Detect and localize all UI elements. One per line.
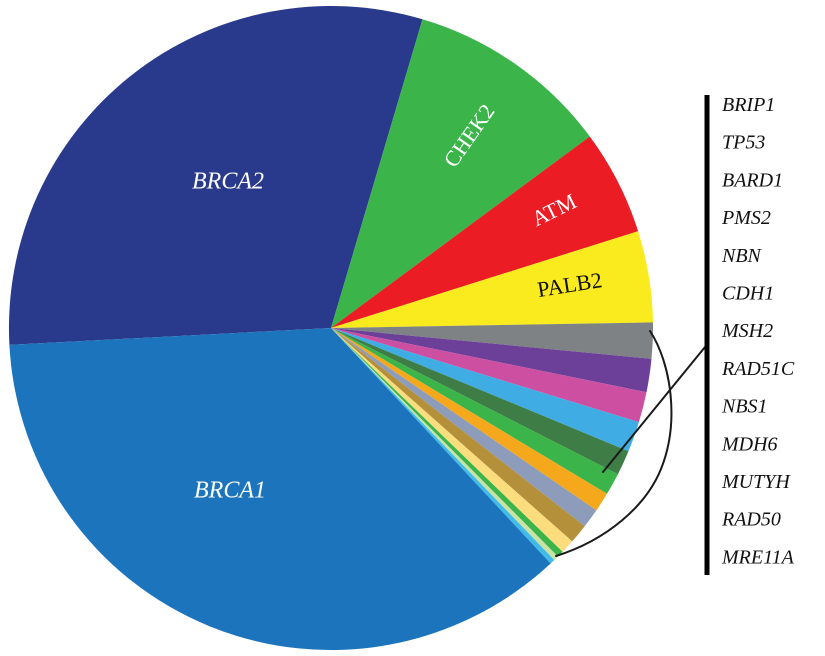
legend-item-msh2: MSH2 — [721, 320, 773, 342]
brace-curve — [555, 330, 673, 557]
pie-slice-nbs1 — [331, 328, 585, 542]
legend-item-pms2: PMS2 — [721, 207, 771, 229]
pie-slice-chek2 — [331, 19, 590, 329]
pie-slice-mutyh — [331, 328, 563, 557]
slice-label-brca1: BRCA1 — [194, 478, 266, 504]
pie-slice-mre11a — [331, 328, 555, 564]
pie-slice-brca1 — [9, 328, 551, 651]
pie-slice-pms2 — [331, 328, 639, 452]
pie-slice-bard1 — [331, 328, 647, 423]
pie-slice-rad50 — [331, 328, 558, 560]
legend-item-cdh1: CDH1 — [722, 283, 774, 305]
pie-slice-brip1 — [331, 322, 654, 359]
legend-item-nbn: NBN — [721, 245, 763, 267]
legend-item-rad51c: RAD51C — [721, 358, 795, 380]
pie-slice-tp53 — [331, 328, 652, 393]
legend-item-mre11a: MRE11A — [721, 546, 795, 568]
slice-label-brca2: BRCA2 — [192, 169, 264, 195]
legend-item-rad50: RAD50 — [721, 509, 781, 531]
pie-slice-palb2 — [331, 231, 653, 328]
legend-item-brip1: BRIP1 — [722, 94, 775, 116]
legend-item-mutyh: MUTYH — [721, 471, 791, 493]
pie-slice-msh2 — [331, 328, 607, 511]
legend-item-tp53: TP53 — [722, 132, 765, 154]
legend-item-mdh6: MDH6 — [721, 433, 778, 455]
pie-slice-nbn — [331, 328, 629, 475]
pointer-line — [602, 346, 706, 473]
legend-item-bard1: BARD1 — [722, 169, 783, 191]
pie-slice-brca2 — [8, 6, 423, 345]
pie-slice-mdh6 — [331, 328, 573, 552]
pie-slice-cdh1 — [331, 328, 618, 494]
legend-item-nbs1: NBS1 — [721, 396, 768, 418]
pie-slice-atm — [331, 136, 639, 328]
pie-slice-rad51c — [331, 328, 597, 527]
